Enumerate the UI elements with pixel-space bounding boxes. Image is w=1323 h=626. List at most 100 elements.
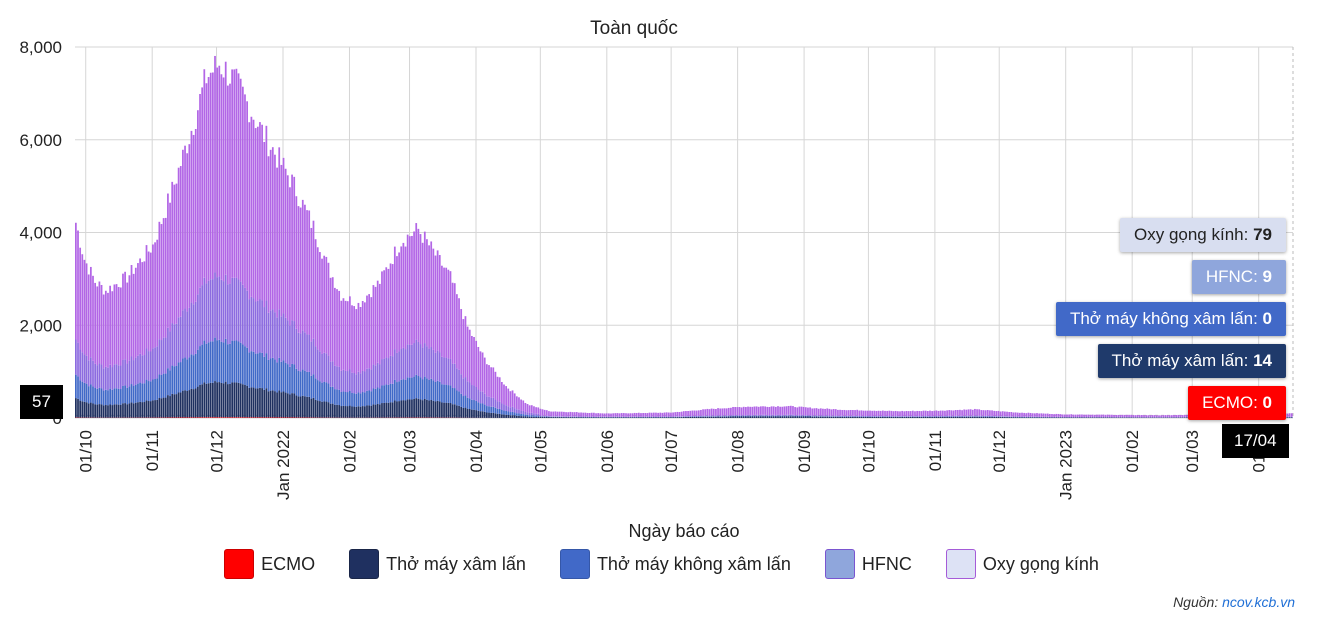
bar-segment [931, 417, 933, 418]
bar-segment [417, 228, 420, 342]
bar-segment [954, 415, 957, 417]
bar-segment [725, 415, 728, 417]
bar-segment [1100, 414, 1103, 418]
bar-segment [179, 362, 182, 393]
bar-segment [398, 381, 400, 402]
bar-segment [766, 416, 769, 418]
bar-segment [507, 411, 510, 415]
bar-segment [423, 343, 426, 377]
bar-segment [351, 305, 353, 373]
bar-segment [297, 206, 300, 333]
bar-segment [860, 416, 863, 418]
bar-segment [890, 410, 893, 417]
bar-segment [115, 284, 118, 365]
bar-segment [871, 416, 874, 418]
bar-segment [961, 416, 963, 418]
bar-segment [147, 351, 150, 382]
bar-segment [1006, 416, 1008, 417]
bar-segment [884, 416, 886, 418]
bar-segment [819, 408, 822, 416]
bar-segment [154, 242, 156, 348]
bar-segment [1027, 417, 1030, 418]
bar-segment [348, 296, 351, 370]
bar-segment [177, 417, 180, 418]
bar-segment [875, 416, 878, 417]
bar-segment [126, 282, 129, 364]
bar-segment [122, 359, 124, 386]
legend-item[interactable]: Thở máy không xâm lấn [559, 549, 791, 579]
bar-segment [402, 379, 405, 401]
bar-segment [802, 415, 805, 417]
bar-segment [239, 281, 242, 343]
bar-segment [1029, 412, 1032, 417]
bar-segment [269, 358, 272, 391]
source-link[interactable]: ncov.kcb.vn [1222, 594, 1295, 610]
bar-segment [291, 320, 293, 364]
bar-segment [695, 410, 698, 416]
bar-segment [1040, 417, 1043, 418]
bar-segment [871, 410, 874, 417]
bar-segment [864, 410, 867, 416]
bar-segment [490, 367, 493, 398]
bar-segment [464, 316, 467, 378]
bar-segment [980, 416, 983, 418]
bar-segment [937, 416, 940, 418]
bar-segment [511, 390, 514, 407]
bar-segment [678, 412, 681, 417]
legend-item[interactable]: HFNC [824, 549, 912, 579]
bar-segment [190, 388, 193, 418]
bar-segment [468, 408, 471, 418]
bar-segment [216, 382, 219, 418]
legend-item[interactable]: Oxy gọng kính [945, 549, 1099, 579]
bar-segment [152, 244, 154, 349]
legend-item[interactable]: ECMO [224, 549, 315, 579]
bar-segment [83, 382, 86, 402]
bar-segment [745, 407, 747, 416]
bar-segment [87, 403, 90, 418]
bar-segment [252, 351, 255, 388]
bar-segment [276, 167, 278, 318]
bar-segment [1016, 417, 1019, 418]
bar-segment [588, 417, 591, 418]
bar-segment [1019, 417, 1021, 418]
bar-segment [655, 412, 657, 417]
bar-segment [894, 416, 897, 417]
bar-segment [471, 409, 473, 418]
bar-segment [689, 410, 692, 417]
bar-segment [77, 376, 79, 399]
bar-segment [241, 344, 244, 385]
bar-segment [490, 406, 493, 413]
bar-segment [263, 417, 266, 418]
bar-segment [383, 385, 385, 403]
bar-segment [1288, 417, 1291, 418]
bar-segment [873, 410, 876, 417]
bar-segment [149, 401, 152, 418]
bar-segment [464, 407, 467, 418]
bar-segment [798, 415, 801, 417]
bar-segment [393, 400, 396, 418]
bar-segment [308, 334, 311, 372]
bar-segment [1042, 417, 1045, 418]
bar-segment [1081, 414, 1083, 418]
bar-segment [578, 417, 580, 418]
bar-segment [901, 416, 904, 418]
bar-segment [186, 359, 189, 391]
bar-segment [314, 346, 317, 379]
legend-item[interactable]: Thở máy xâm lấn [349, 549, 526, 579]
bar-segment [894, 410, 897, 417]
bar-segment [496, 413, 499, 418]
bar-segment [107, 292, 109, 368]
bar-segment [909, 417, 912, 418]
bar-segment [952, 416, 955, 418]
bar-segment [423, 376, 426, 399]
bar-segment [798, 406, 801, 415]
bar-segment [888, 416, 891, 417]
bar-segment [738, 415, 741, 417]
bar-segment [235, 277, 238, 341]
bar-segment [329, 277, 332, 362]
bar-segment [813, 416, 816, 418]
bar-segment [406, 399, 409, 418]
bar-segment [971, 415, 974, 417]
bar-segment [1108, 414, 1111, 418]
bar-segment [911, 410, 914, 417]
